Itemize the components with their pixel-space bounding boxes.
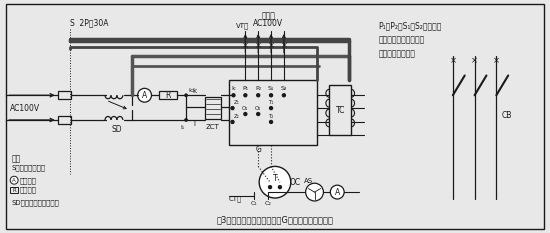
- Text: R: R: [12, 188, 16, 193]
- Text: TC: TC: [336, 106, 345, 115]
- Text: O₂: O₂: [255, 106, 261, 111]
- Text: ×: ×: [280, 41, 288, 50]
- Text: S₂: S₂: [280, 86, 287, 91]
- Text: T₁: T₁: [268, 100, 274, 105]
- Bar: [10, 187, 18, 193]
- Text: VTへ: VTへ: [235, 23, 249, 29]
- Circle shape: [231, 107, 234, 110]
- Circle shape: [270, 120, 273, 123]
- Text: A: A: [12, 178, 16, 183]
- Text: Z₂: Z₂: [234, 113, 239, 119]
- Text: ×: ×: [449, 56, 456, 65]
- Text: 記号: 記号: [11, 154, 20, 164]
- Text: OC: OC: [289, 178, 300, 187]
- Text: AC100V: AC100V: [253, 19, 283, 28]
- Text: ZCT: ZCT: [206, 124, 219, 130]
- Circle shape: [10, 176, 18, 184]
- Text: SD：スライドトランス: SD：スライドトランス: [11, 199, 59, 206]
- Text: 変圧器: 変圧器: [261, 12, 275, 21]
- Text: A: A: [334, 188, 340, 197]
- Circle shape: [257, 94, 260, 97]
- Text: R: R: [166, 91, 171, 100]
- Bar: [229, 80, 317, 145]
- Text: ×: ×: [242, 41, 249, 50]
- Circle shape: [270, 94, 273, 97]
- Text: P₁: P₁: [243, 86, 249, 91]
- Text: ×: ×: [255, 41, 262, 50]
- Text: ：抵抗器: ：抵抗器: [20, 187, 37, 193]
- Bar: [58, 116, 72, 124]
- Text: ×: ×: [493, 56, 500, 65]
- Text: SD: SD: [112, 125, 122, 134]
- Text: O₁: O₁: [242, 106, 249, 111]
- Circle shape: [185, 94, 187, 96]
- Circle shape: [244, 113, 247, 116]
- Circle shape: [270, 107, 273, 110]
- Text: k: k: [192, 88, 196, 94]
- Text: S  2P－30A: S 2P－30A: [70, 19, 109, 28]
- Bar: [160, 91, 177, 99]
- Text: ×: ×: [471, 56, 478, 65]
- Text: CB: CB: [502, 110, 513, 120]
- Text: S：電源スイッチ: S：電源スイッチ: [11, 164, 45, 171]
- Text: CTへ: CTへ: [229, 196, 242, 202]
- Circle shape: [231, 120, 234, 123]
- Text: A: A: [142, 91, 147, 100]
- Circle shape: [259, 166, 291, 198]
- Text: G: G: [255, 145, 261, 154]
- Text: k₁: k₁: [188, 88, 194, 93]
- Text: C₂: C₂: [265, 202, 272, 206]
- Circle shape: [278, 186, 282, 189]
- Circle shape: [138, 88, 151, 102]
- Circle shape: [257, 113, 260, 116]
- Text: l₁: l₁: [180, 125, 184, 130]
- Circle shape: [306, 183, 323, 201]
- Circle shape: [331, 185, 344, 199]
- Bar: [329, 85, 351, 135]
- Text: Z₁: Z₁: [234, 100, 239, 105]
- Text: T: T: [273, 174, 277, 183]
- Text: ：電流計: ：電流計: [20, 177, 37, 184]
- Text: P₁、P₂、S₁、S₂の端子で
リードを外し、図のよ
うに仮配線をする: P₁、P₂、S₁、S₂の端子で リードを外し、図のよ うに仮配線をする: [379, 21, 442, 58]
- Circle shape: [282, 94, 285, 97]
- Text: C₁: C₁: [251, 202, 258, 206]
- Text: T₂: T₂: [268, 113, 274, 119]
- Text: l: l: [193, 121, 195, 127]
- Bar: [205, 97, 221, 119]
- Circle shape: [268, 186, 272, 189]
- Text: 第3図　高圧地絡継電装置（G）の動作試験回路例: 第3図 高圧地絡継電装置（G）の動作試験回路例: [217, 216, 333, 225]
- Text: P₂: P₂: [255, 86, 261, 91]
- Circle shape: [185, 119, 187, 121]
- Text: AS: AS: [304, 178, 313, 184]
- Text: ×: ×: [267, 41, 274, 50]
- Circle shape: [244, 94, 247, 97]
- Text: AC100V: AC100V: [10, 104, 40, 113]
- Bar: [58, 91, 72, 99]
- Text: S₁: S₁: [268, 86, 274, 91]
- Circle shape: [232, 94, 235, 97]
- Text: k: k: [232, 86, 235, 91]
